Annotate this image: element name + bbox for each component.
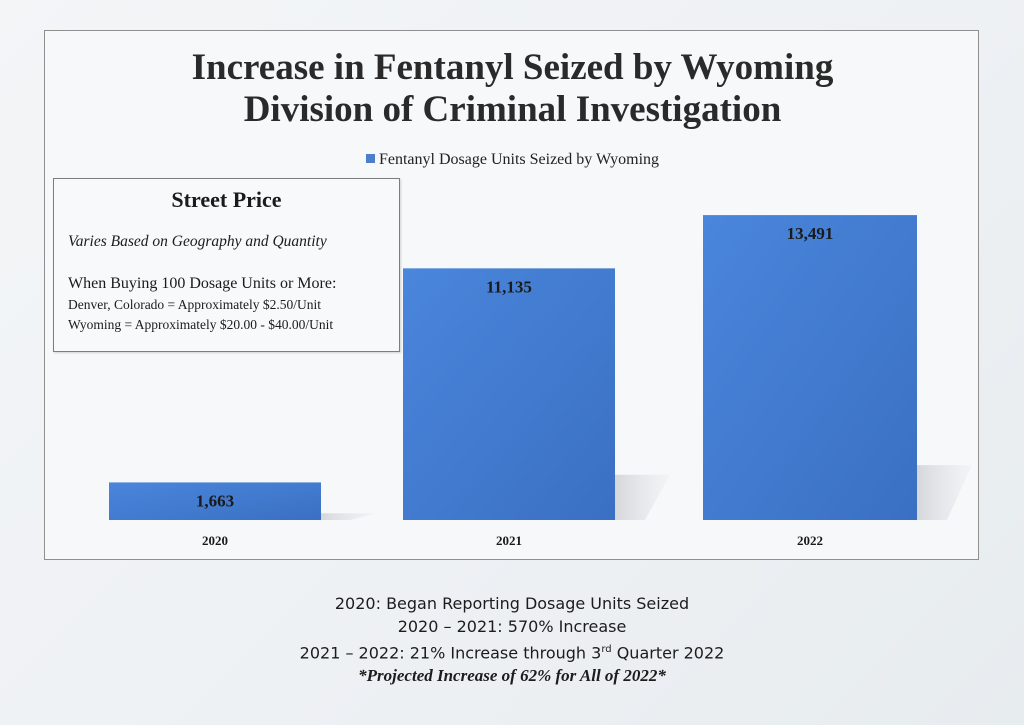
note-line3: 2021 – 2022: 21% Increase through 3rd Qu…: [0, 638, 1024, 664]
note-line2: 2020 – 2021: 570% Increase: [397, 617, 627, 636]
street-price-wyoming: Wyoming = Approximately $20.00 - $40.00/…: [68, 317, 334, 332]
bar-2022: [703, 215, 917, 520]
street-price-subtitle: Varies Based on Geography and Quantity: [68, 233, 327, 250]
note-projection: *Projected Increase of 62% for All of 20…: [358, 666, 666, 686]
data-label-2020: 1,663: [196, 491, 234, 510]
bar-shadow-2022: [917, 465, 972, 520]
bar-chart: 1,663 2020 11,135 2021 13,491 2022: [109, 215, 972, 548]
chart-frame: Increase in Fentanyl Seized by Wyoming D…: [44, 30, 979, 560]
chart-legend: Fentanyl Dosage Units Seized by Wyoming: [45, 151, 980, 169]
x-tick-2022: 2022: [797, 533, 823, 548]
street-price-heading: Street Price: [171, 187, 282, 212]
x-tick-2021: 2021: [496, 533, 522, 548]
legend-label: Fentanyl Dosage Units Seized by Wyoming: [378, 151, 660, 168]
chart-title-line1: Increase in Fentanyl Seized by Wyoming: [191, 47, 834, 88]
bar-2020: [109, 482, 321, 520]
street-price-when: When Buying 100 Dosage Units or More:: [68, 275, 337, 292]
note-line3-sup: rd: [601, 644, 612, 655]
street-price-denver: Denver, Colorado = Approximately $2.50/U…: [68, 297, 322, 312]
bar-shadow-2020: [321, 513, 376, 520]
data-label-2021: 11,135: [486, 277, 532, 296]
note-line3-post: Quarter 2022: [611, 643, 725, 663]
note-line3-pre: 2021 – 2022: 21% Increase through 3: [299, 643, 602, 663]
data-label-2022: 13,491: [787, 224, 834, 243]
chart-title: Increase in Fentanyl Seized by Wyoming D…: [45, 47, 980, 131]
note-line1: 2020: Began Reporting Dosage Units Seize…: [334, 594, 690, 613]
chart-title-line2: Division of Criminal Investigation: [243, 89, 782, 130]
x-tick-2020: 2020: [202, 533, 228, 548]
street-price-box: Street Price Varies Based on Geography a…: [53, 178, 400, 352]
bar-shadow-2021: [615, 474, 670, 520]
legend-swatch: [365, 154, 375, 163]
summary-notes: 2020: Began Reporting Dosage Units Seize…: [0, 592, 1024, 687]
bar-2021: [403, 268, 615, 520]
